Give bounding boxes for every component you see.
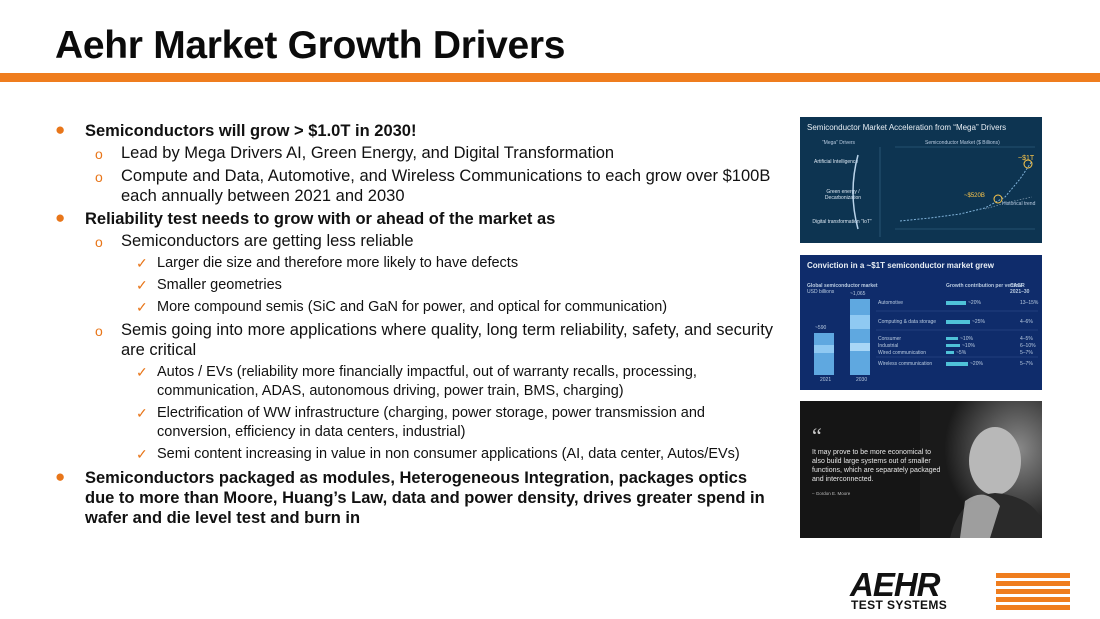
bullet-text: Semiconductors are getting less reliable: [121, 232, 414, 250]
thumbnail-pct: ~20%: [970, 361, 983, 367]
bullet-level3: ✓ Larger die size and therefore more lik…: [55, 254, 780, 273]
bullet-circle-icon: o: [95, 146, 103, 162]
checkmark-icon: ✓: [136, 299, 148, 315]
thumbnail-note: Historical trend: [1002, 201, 1036, 207]
thumbnail-row: Automotive: [878, 300, 904, 306]
moore-quote-thumbnail: “ It may prove to be more economical to …: [800, 401, 1042, 538]
thumbnail-label: USD billions: [807, 289, 835, 295]
aehr-logo: AEHR TEST SYSTEMS: [850, 566, 1070, 612]
thumbnail-cagr: 13–15%: [1020, 300, 1039, 306]
thumbnail-callout: ~$1T: [1018, 155, 1035, 162]
thumbnail-pct: ~5%: [956, 350, 967, 356]
bullet-level2: o Lead by Mega Drivers AI, Green Energy,…: [55, 143, 780, 163]
bullet-text: Semiconductors packaged as modules, Hete…: [85, 469, 765, 527]
bullet-text: Electrification of WW infrastructure (ch…: [157, 405, 705, 440]
thumbnail-label: Green energy / Decarbonization: [824, 189, 862, 201]
thumbnail-title: Semiconductor Market Acceleration from “…: [807, 123, 1007, 132]
thumbnail-cagr: 5–7%: [1020, 361, 1033, 367]
logo-stripes-icon: [996, 573, 1070, 610]
thumbnail-bar-label: ~1,065: [850, 291, 866, 297]
thumbnail-cagr: 4–5%: [1020, 336, 1033, 342]
bullet-text: Semiconductors will grow > $1.0T in 2030…: [85, 122, 417, 140]
thumbnail-pct: ~20%: [968, 300, 981, 306]
thumbnail-row: Computing & data storage: [878, 319, 937, 325]
thumbnail-cagr: 5–7%: [1020, 350, 1033, 356]
market-acceleration-thumbnail: Semiconductor Market Acceleration from “…: [800, 117, 1042, 243]
quote-mark-icon: “: [812, 423, 822, 448]
title-underline: [0, 73, 1100, 82]
bullet-circle-icon: o: [95, 323, 103, 339]
bullet-level2: o Semis going into more applications whe…: [55, 320, 780, 360]
thumbnail-graphic: [814, 299, 1038, 375]
bullet-list: ● Semiconductors will grow > $1.0T in 20…: [55, 120, 780, 530]
checkmark-icon: ✓: [136, 446, 148, 462]
bullet-text: Smaller geometries: [157, 277, 282, 293]
thumbnail-row: Wired communication: [878, 350, 927, 356]
checkmark-icon: ✓: [136, 405, 148, 421]
thumbnail-pct: ~10%: [960, 336, 973, 342]
thumbnail-callout: ~$520B: [964, 193, 985, 199]
bullet-text: Semis going into more applications where…: [121, 321, 774, 359]
bullet-circle-icon: o: [95, 169, 103, 185]
thumbnail-label: Artificial Intelligence: [814, 159, 859, 165]
thumbnail-title: Conviction in a ~$1T semiconductor marke…: [807, 261, 994, 270]
thumbnail-pct: ~10%: [962, 343, 975, 349]
checkmark-icon: ✓: [136, 277, 148, 293]
logo-wordmark: AEHR: [850, 566, 941, 603]
bullet-text: More compound semis (SiC and GaN for pow…: [157, 299, 668, 315]
bullet-level2: o Compute and Data, Automotive, and Wire…: [55, 166, 780, 206]
logo-subtitle: TEST SYSTEMS: [851, 598, 948, 612]
thumbnail-label: Digital transformation “IoT”: [812, 219, 872, 225]
bullet-text: Larger die size and therefore more likel…: [157, 255, 519, 271]
thumbnail-row: Consumer: [878, 336, 902, 342]
thumbnail-col-label: “Mega” Drivers: [822, 140, 856, 146]
portrait-image: [800, 401, 1042, 538]
bullet-level2: o Semiconductors are getting less reliab…: [55, 231, 780, 251]
slide-title: Aehr Market Growth Drivers: [55, 24, 566, 67]
thumbnail-label: CAGR 2021–30: [1010, 283, 1030, 295]
checkmark-icon: ✓: [136, 364, 148, 380]
thumbnail-year: 2030: [856, 377, 868, 383]
bullet-level1: ● Semiconductors packaged as modules, He…: [55, 467, 780, 528]
bullet-text: Autos / EVs (reliability more financiall…: [157, 364, 697, 399]
thumbnail-row: Wireless communication: [878, 361, 933, 367]
bullet-dot-icon: ●: [55, 467, 66, 486]
bullet-level1: ● Reliability test needs to grow with or…: [55, 208, 780, 229]
thumbnail-label: Growth contribution per vertical: [946, 283, 1023, 289]
bullet-level3: ✓ Semi content increasing in value in no…: [55, 445, 780, 464]
thumbnail-row: Industrial: [878, 343, 899, 349]
bullet-text: Compute and Data, Automotive, and Wirele…: [121, 167, 771, 205]
bullet-level3: ✓ Autos / EVs (reliability more financia…: [55, 363, 780, 401]
bullet-text: Semi content increasing in value in non …: [157, 446, 740, 462]
thumbnail-cagr: 6–10%: [1020, 343, 1036, 349]
thumbnail-bar-label: ~590: [815, 325, 827, 331]
bullet-level3: ✓ Electrification of WW infrastructure (…: [55, 404, 780, 442]
thumbnail-col-label: Semiconductor Market ($ Billions): [925, 140, 1000, 146]
thumbnail-graphic: [852, 146, 1035, 237]
checkmark-icon: ✓: [136, 255, 148, 271]
quote-author: – Gordon E. Moore: [812, 491, 851, 496]
quote-text: It may prove to be more economical to al…: [812, 449, 941, 483]
bullet-dot-icon: ●: [55, 208, 66, 227]
thumbnail-label: Global semiconductor market: [807, 283, 878, 289]
bullet-circle-icon: o: [95, 234, 103, 250]
market-conviction-thumbnail: Conviction in a ~$1T semiconductor marke…: [800, 255, 1042, 390]
bullet-level3: ✓ Smaller geometries: [55, 276, 780, 295]
thumbnail-year: 2021: [820, 377, 832, 383]
bullet-level1: ● Semiconductors will grow > $1.0T in 20…: [55, 120, 780, 141]
bullet-text: Reliability test needs to grow with or a…: [85, 210, 556, 228]
thumbnail-pct: ~25%: [972, 319, 985, 325]
bullet-level3: ✓ More compound semis (SiC and GaN for p…: [55, 298, 780, 317]
bullet-text: Lead by Mega Drivers AI, Green Energy, a…: [121, 144, 615, 162]
thumbnail-cagr: 4–6%: [1020, 319, 1033, 325]
bullet-dot-icon: ●: [55, 120, 66, 139]
